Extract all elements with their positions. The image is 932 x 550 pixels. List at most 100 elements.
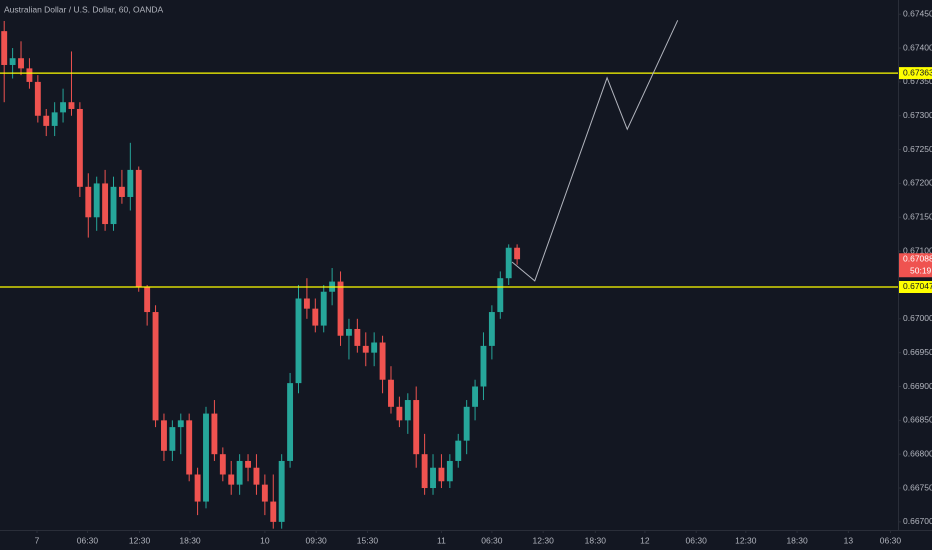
candle-body: [480, 345, 487, 387]
y-tick-label: 0.66850: [903, 415, 932, 425]
y-tick-label: 0.67450: [903, 8, 932, 18]
level-tag-label: 0.67363: [903, 67, 932, 77]
candle-body: [144, 286, 151, 313]
candle-body: [169, 427, 176, 451]
candle-body: [354, 328, 361, 346]
level-tag: [899, 67, 932, 80]
candle-body: [219, 454, 226, 475]
x-tick-label: 06:30: [77, 535, 99, 545]
candle-body: [1, 31, 8, 65]
level-tag: [899, 280, 932, 293]
candle-body: [446, 460, 453, 482]
candle-body: [135, 169, 142, 287]
x-tick-label: 12:30: [129, 535, 151, 545]
countdown-label: 50:19: [910, 265, 932, 275]
x-tick-label: 7: [35, 535, 40, 545]
candle-body: [388, 379, 394, 407]
x-tick-label: 18:30: [179, 535, 201, 545]
chart-title: Australian Dollar / U.S. Dollar, 60, OAN…: [4, 4, 164, 14]
candle-body: [60, 102, 67, 113]
candle-body: [505, 247, 512, 279]
x-tick-label: 18:30: [585, 535, 607, 545]
candle-body: [9, 58, 16, 65]
candle-body: [34, 81, 41, 116]
candle-body: [203, 413, 209, 502]
candle-body: [287, 383, 294, 461]
candle-body: [379, 342, 386, 380]
y-tick-label: 0.67000: [903, 313, 932, 323]
candle-body: [472, 386, 479, 407]
x-tick-label: 06:30: [481, 535, 503, 545]
y-tick-label: 0.66800: [903, 448, 932, 458]
candle-body: [278, 460, 285, 522]
y-tick-label: 0.66900: [903, 381, 932, 391]
x-tick-label: 06:30: [880, 535, 902, 545]
candle-body: [76, 108, 83, 187]
candle-body: [161, 420, 167, 451]
candle-body: [497, 278, 504, 313]
candle-body: [118, 186, 125, 197]
last-price-label: 0.67088: [903, 253, 932, 263]
candle-body: [102, 183, 109, 225]
candle-body: [228, 474, 235, 485]
level-tag-label: 0.67047: [903, 281, 932, 291]
candle-body: [43, 115, 50, 126]
candle-body: [514, 247, 521, 260]
x-tick-label: 13: [844, 535, 854, 545]
candle-body: [152, 312, 159, 421]
y-tick-label: 0.67400: [903, 42, 932, 52]
candle-body: [371, 342, 378, 353]
candle-body: [345, 328, 352, 336]
x-tick-label: 09:30: [306, 535, 328, 545]
candle-body: [320, 291, 327, 326]
candle-body: [438, 467, 445, 482]
x-tick-label: 15:30: [357, 535, 379, 545]
candle-body: [186, 420, 193, 475]
x-tick-label: 11: [437, 535, 446, 545]
candle-body: [18, 58, 24, 69]
x-tick-label: 12:30: [533, 535, 555, 545]
y-tick-label: 0.67200: [903, 178, 932, 188]
candle-body: [270, 501, 277, 522]
last-price-tag: [899, 253, 932, 278]
candle-body: [463, 406, 470, 441]
candle-body: [396, 406, 403, 421]
candle-body: [337, 281, 344, 336]
candle-body: [312, 308, 319, 326]
x-tick-label: 06:30: [686, 535, 708, 545]
x-tick-label: 12: [640, 535, 650, 545]
candle-body: [177, 420, 184, 428]
candle-body: [404, 400, 411, 421]
candle-body: [413, 400, 420, 455]
candle-body: [127, 169, 134, 197]
candle-body: [488, 312, 495, 346]
y-tick-label: 0.67100: [903, 245, 932, 255]
y-tick-label: 0.66700: [903, 516, 932, 526]
y-tick-label: 0.66750: [903, 482, 932, 492]
candle-body: [253, 467, 260, 485]
candle-body: [110, 186, 117, 225]
candle-body: [26, 68, 33, 82]
y-tick-label: 0.66950: [903, 347, 932, 357]
x-tick-label: 18:30: [786, 535, 808, 545]
candle-body: [93, 183, 100, 218]
y-tick-label: 0.67150: [903, 212, 932, 222]
candle-body: [194, 474, 201, 502]
y-tick-label: 0.67250: [903, 144, 932, 154]
candle-body: [51, 112, 58, 126]
y-tick-label: 0.67350: [903, 76, 932, 86]
candle-body: [362, 345, 369, 353]
candle-body: [236, 460, 243, 485]
candle-body: [85, 186, 92, 218]
candle-body: [455, 440, 462, 461]
candle-body: [245, 460, 251, 468]
projection-line: [511, 20, 679, 282]
plot-area: [0, 20, 898, 529]
candle-body: [421, 454, 428, 489]
x-tick-label: 12:30: [735, 535, 757, 545]
candle-body: [430, 467, 436, 489]
candle-body: [303, 298, 310, 309]
candle-body: [261, 484, 268, 502]
